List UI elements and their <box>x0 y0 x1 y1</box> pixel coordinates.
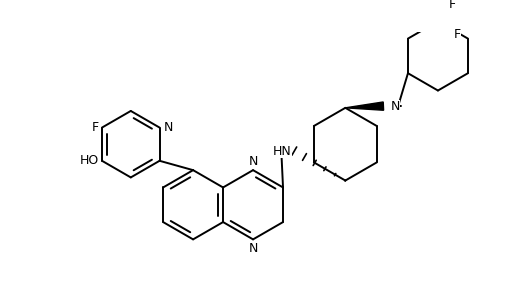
Text: N: N <box>164 121 173 134</box>
Polygon shape <box>345 102 383 110</box>
Text: F: F <box>454 28 461 41</box>
Text: N: N <box>248 242 257 255</box>
Text: F: F <box>91 121 99 134</box>
Text: F: F <box>448 0 456 11</box>
Text: N: N <box>390 100 400 113</box>
Text: HO: HO <box>79 154 99 167</box>
Text: HN: HN <box>273 145 292 158</box>
Text: N: N <box>248 154 257 168</box>
